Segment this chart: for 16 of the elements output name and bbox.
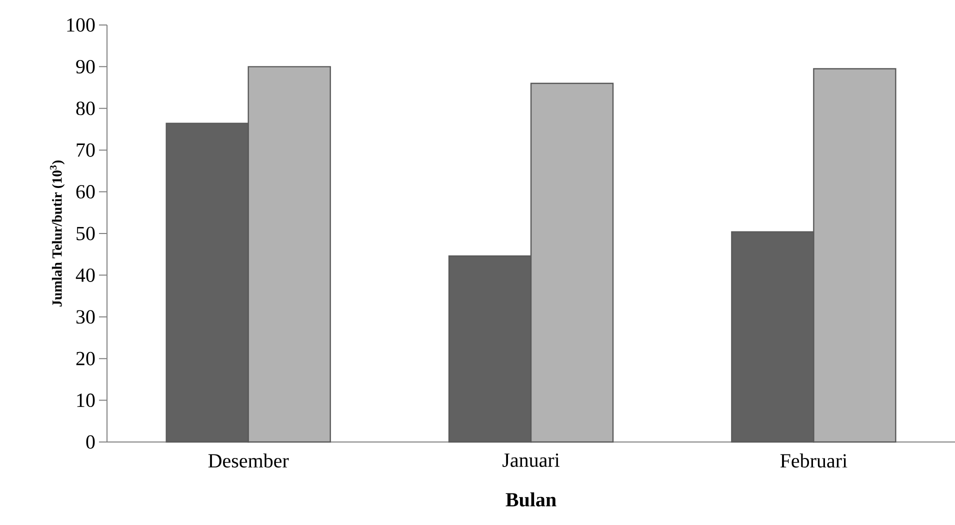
y-tick-label: 90 <box>76 60 95 74</box>
x-tick-label: Februari <box>780 454 848 468</box>
y-tick-label: 70 <box>76 143 95 157</box>
y-tick-label: 10 <box>77 394 95 408</box>
y-tick-label: 50 <box>76 226 95 240</box>
y-tick-label: 40 <box>76 268 95 282</box>
x-axis-title: Bulan <box>506 492 556 507</box>
y-tick-label: 20 <box>76 352 95 366</box>
x-tick-label: Desember <box>208 454 289 468</box>
y-tick-label: 0 <box>86 435 95 449</box>
x-tick-label: Januari <box>502 454 560 467</box>
y-tick-label: 60 <box>76 185 95 199</box>
y-axis-title: Jumlah Telur/butir (10$^{3}$) <box>50 160 65 306</box>
y-tick-label: 30 <box>76 310 95 324</box>
y-tick-label: 100 <box>67 18 95 32</box>
y-tick-label: 80 <box>76 102 95 116</box>
